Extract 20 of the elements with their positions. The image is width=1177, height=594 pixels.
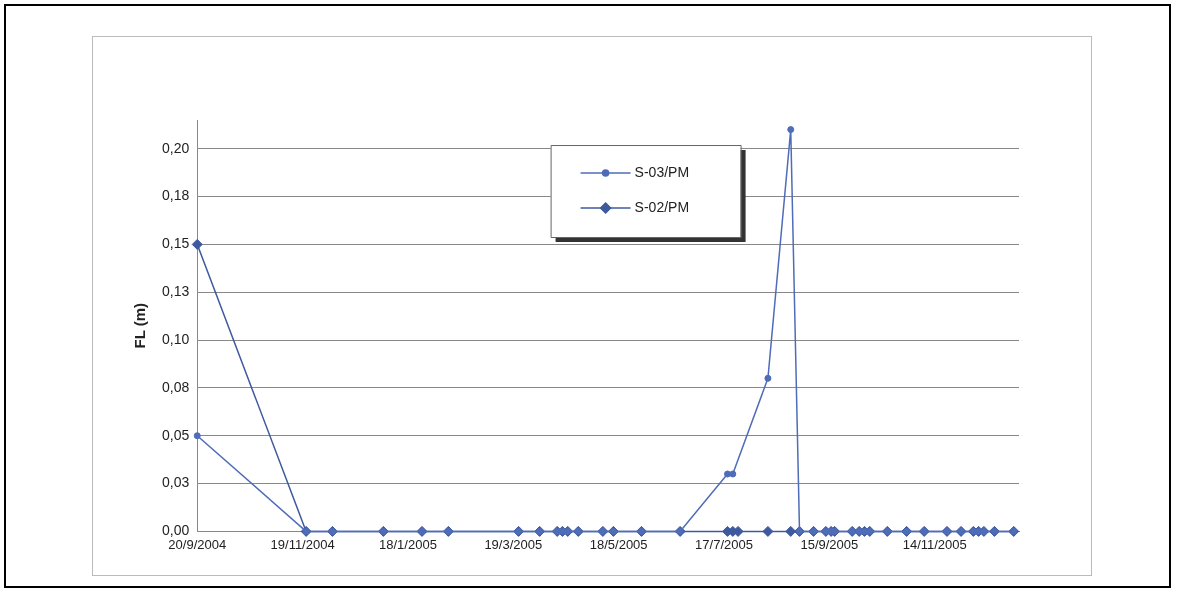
y-tick-label: 0,10 [162, 330, 190, 347]
x-tick-label: 18/1/2005 [379, 536, 437, 552]
x-tick-label: 19/3/2005 [484, 536, 543, 552]
x-tick-label: 14/11/2005 [902, 536, 967, 552]
y-tick-label: 0,18 [162, 187, 190, 204]
y-tick-label: 0,13 [162, 283, 190, 300]
y-tick-label: 0,00 [162, 522, 190, 539]
legend-label: S-02/PM [634, 198, 690, 215]
y-tick-label: 0,20 [162, 139, 190, 156]
y-tick-label: 0,05 [162, 426, 190, 443]
x-tick-label: 20/9/2004 [168, 536, 227, 552]
y-tick-label: 0,03 [162, 474, 190, 491]
x-tick-label: 15/9/2005 [800, 536, 859, 552]
legend-label: S-03/PM [634, 163, 690, 180]
y-axis-title: FL (m) [131, 302, 149, 349]
x-tick-label: 19/11/2004 [270, 536, 335, 552]
y-tick-label: 0,15 [162, 235, 190, 252]
x-tick-label: 18/5/2005 [589, 536, 648, 552]
x-tick-label: 17/7/2005 [695, 536, 753, 552]
y-tick-label: 0,08 [162, 378, 190, 395]
